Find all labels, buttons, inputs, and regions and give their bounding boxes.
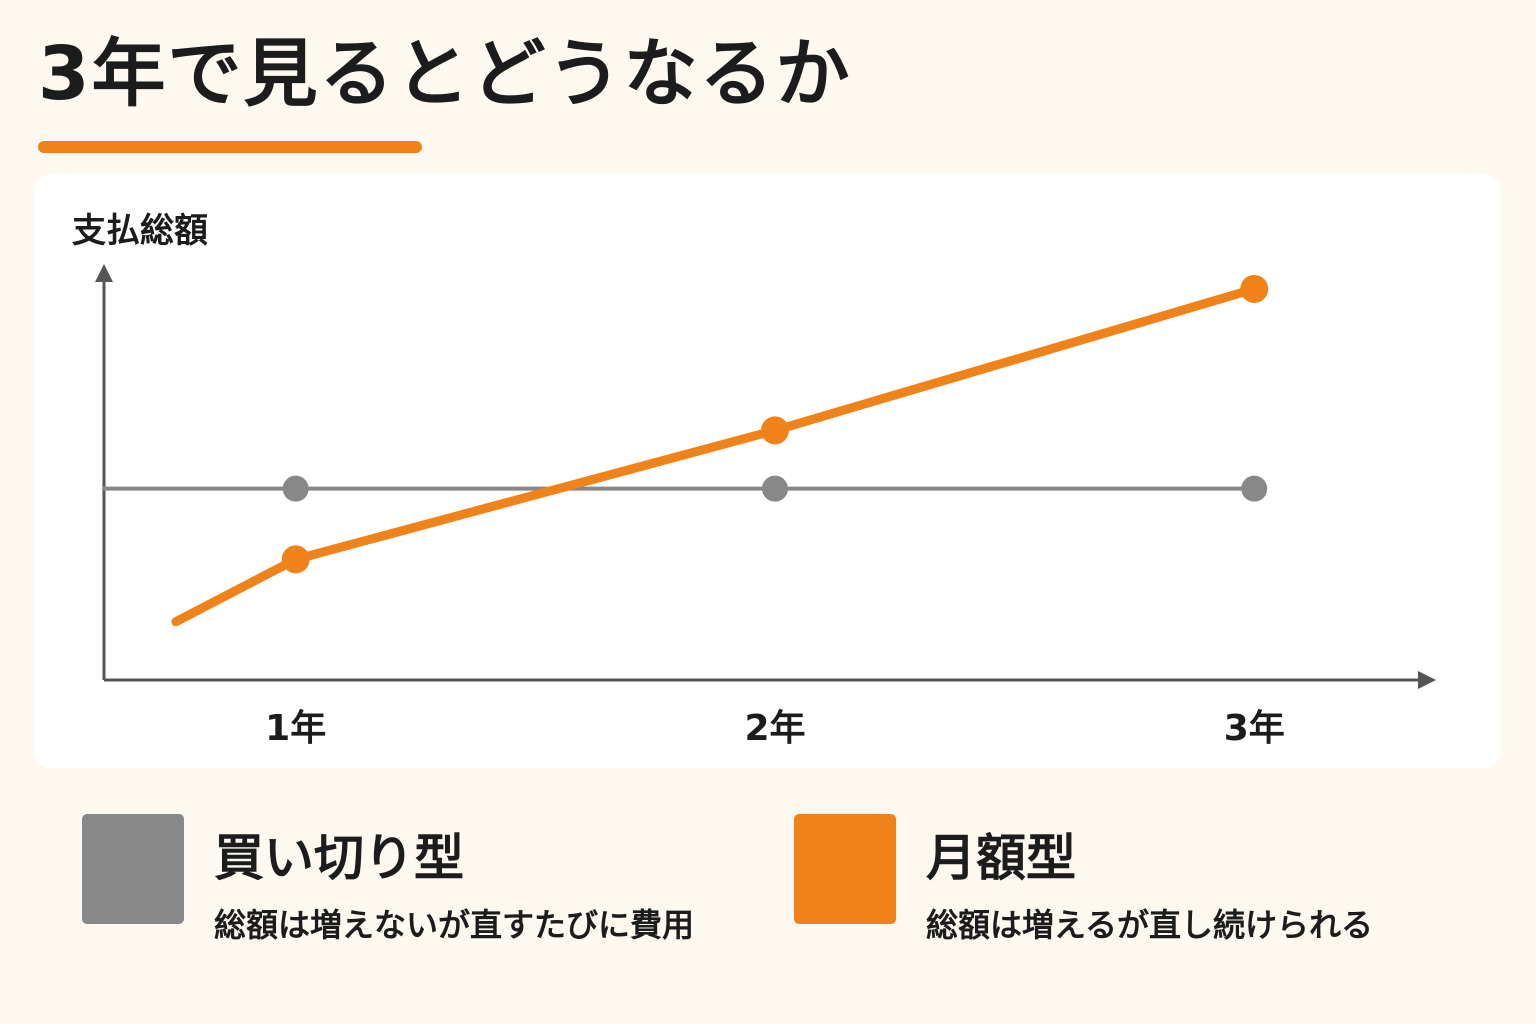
data-point-monthly (760, 416, 789, 445)
data-point-monthly (1240, 274, 1269, 303)
data-point-buy (1241, 475, 1268, 502)
legend-swatch-monthly (794, 814, 896, 924)
series-line-monthly (171, 284, 1259, 627)
y-axis-label: 支払総額 (72, 211, 208, 251)
x-tick-label: 2年 (744, 708, 805, 749)
x-axis-arrow (1418, 671, 1436, 689)
x-tick-label: 3年 (1224, 708, 1285, 749)
page-title: 3年で見るとどうなるか (38, 31, 852, 117)
chart-card: 支払総額 1年 2年 3年 (34, 174, 1501, 768)
data-point-buy (761, 475, 788, 502)
data-point-buy (282, 475, 309, 502)
y-axis-arrow (95, 264, 113, 282)
legend-swatch-buy (82, 814, 184, 924)
line-chart: 支払総額 1年 2年 3年 (72, 211, 1436, 749)
legend-description-buy: 総額は増えないが直すたびに費用 (214, 906, 695, 944)
legend-label-monthly: 月額型 (926, 829, 1076, 887)
x-tick-label: 1年 (265, 708, 326, 749)
title-underline (38, 141, 422, 153)
data-point-monthly (281, 545, 310, 574)
legend-label-buy: 買い切り型 (214, 829, 464, 887)
legend-description-monthly: 総額は増えるが直し続けられる (926, 906, 1374, 944)
